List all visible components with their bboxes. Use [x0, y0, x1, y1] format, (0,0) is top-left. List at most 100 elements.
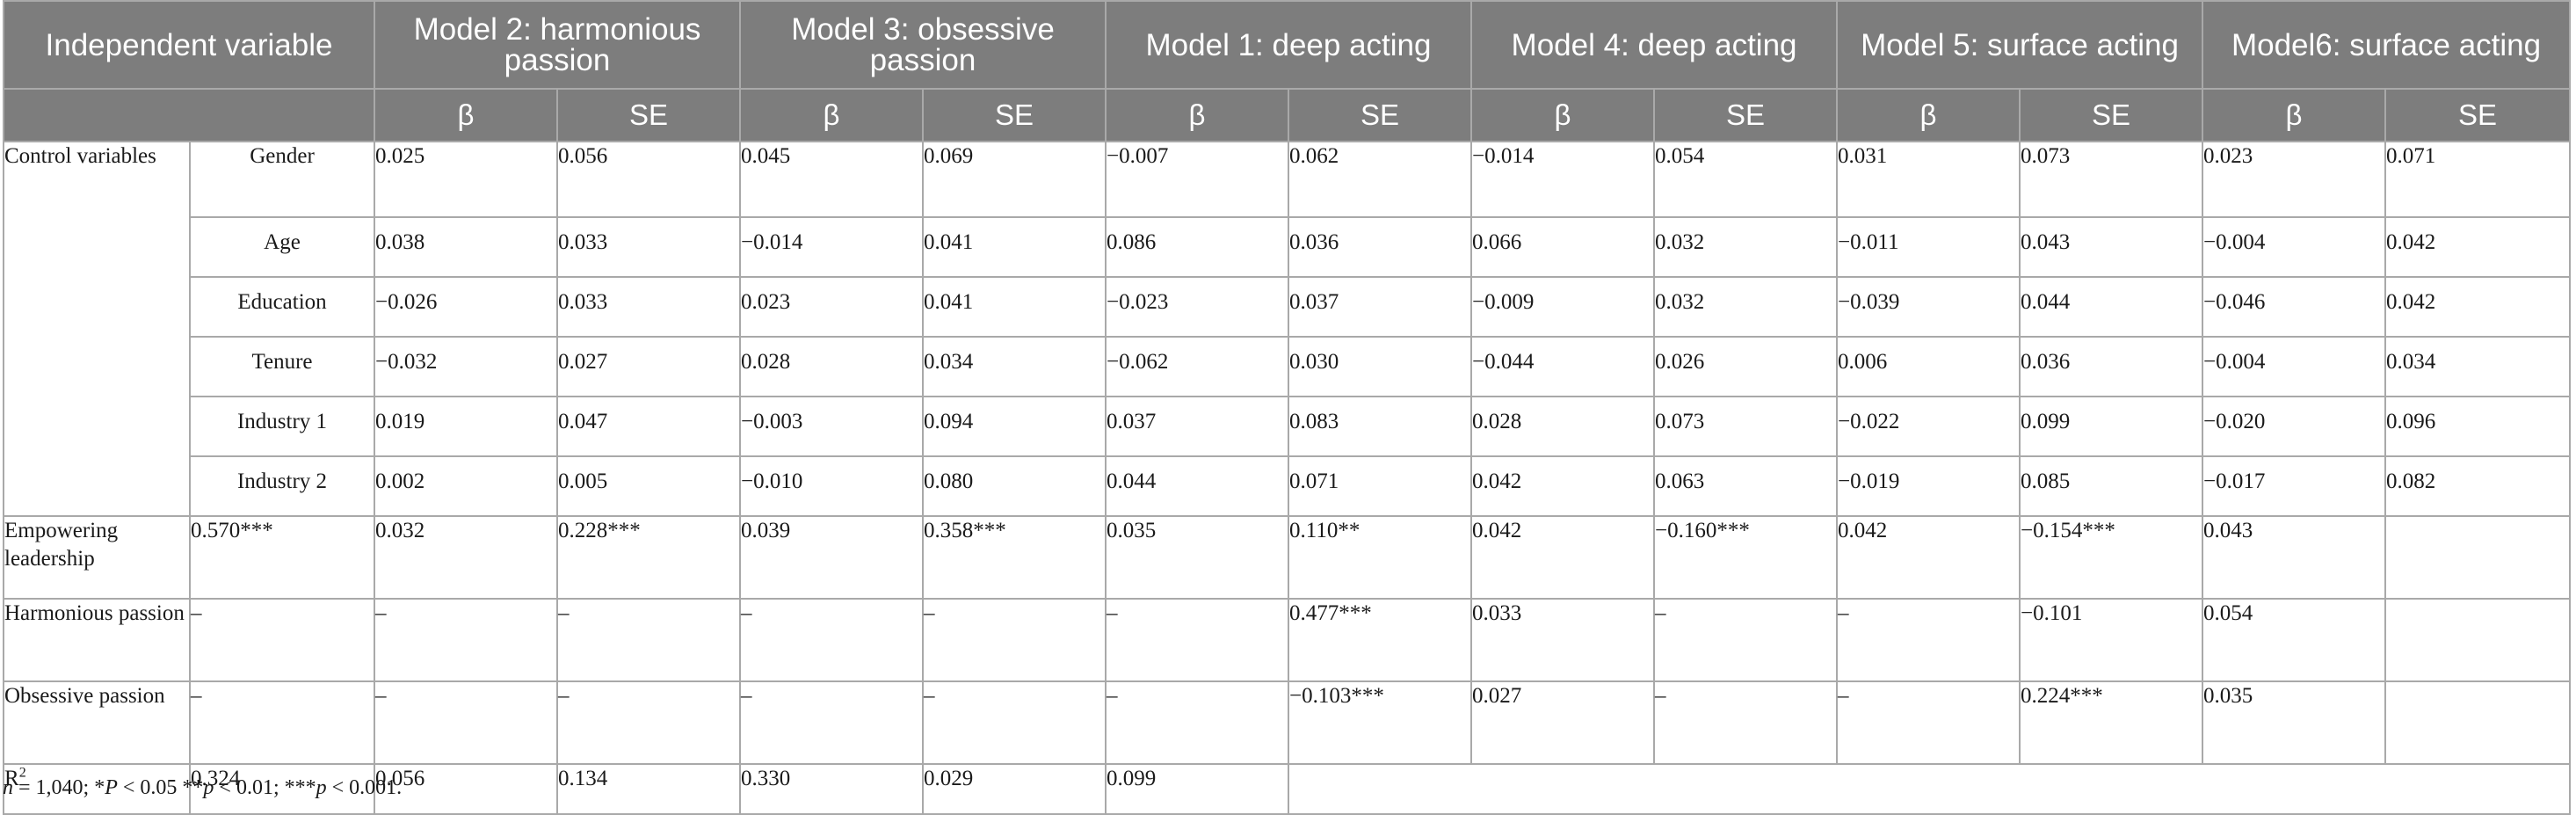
table-cell: 0.037 [1287, 276, 1473, 338]
footnote-p: p [316, 776, 327, 799]
table-cell: 0.228*** [556, 515, 741, 600]
table-cell: 0.063 [1653, 455, 1839, 517]
se-header: SE [556, 88, 741, 142]
table-cell: −0.044 [1470, 336, 1656, 397]
beta-header: β [1470, 88, 1656, 142]
table-cell: – [1836, 598, 2021, 682]
table-cell: 0.028 [1470, 396, 1656, 457]
table-cell: 0.041 [922, 216, 1107, 278]
table-cell: −0.046 [2202, 276, 2387, 338]
table-row: Industry 2 0.002 0.005 −0.010 0.080 0.04… [4, 455, 2572, 517]
table-cell: 0.042 [1470, 455, 1656, 517]
table-row: Obsessive passion – – – – – – −0.103*** … [3, 680, 2572, 765]
table-cell: 0.042 [1836, 515, 2021, 600]
table-cell: 0.032 [1653, 216, 1839, 278]
table-cell: 0.082 [2384, 455, 2572, 517]
row-label: Industry 1 [189, 396, 375, 457]
independent-variable-header: Independent variable [3, 0, 375, 90]
footnote-text: < 0.01; *** [214, 776, 316, 799]
footnote-p: P [105, 776, 118, 799]
footnote-text: < 0.05 ** [117, 776, 204, 799]
table-cell: 0.039 [739, 515, 924, 600]
footnote-p: p [203, 776, 214, 799]
table-cell: 0.054 [2202, 598, 2387, 682]
table-cell: 0.324 [189, 763, 375, 815]
se-header: SE [2384, 88, 2572, 142]
table-cell: 0.031 [1836, 141, 2021, 218]
table-cell: 0.036 [1287, 216, 1473, 278]
row-label: Harmonious passion [3, 598, 191, 682]
table-cell: – [922, 680, 1107, 765]
footnote-text: = 1,040; * [13, 776, 105, 799]
table-cell: – [374, 680, 558, 765]
row-label: Education [189, 276, 375, 338]
se-header: SE [2019, 88, 2204, 142]
table-cell: 0.038 [374, 216, 558, 278]
table-cell: −0.003 [739, 396, 924, 457]
table-cell: −0.017 [2202, 455, 2387, 517]
table-cell: −0.032 [374, 336, 558, 397]
table-cell: 0.477*** [1287, 598, 1473, 682]
table-row: Harmonious passion – – – – – – 0.477*** … [3, 598, 2572, 682]
table-cell: 0.005 [556, 455, 741, 517]
table-cell: −0.039 [1836, 276, 2021, 338]
beta-header: β [1836, 88, 2021, 142]
model-header: Model6: surface acting [2202, 0, 2572, 90]
table-cell-empty [2384, 515, 2572, 600]
table-cell: – [1105, 680, 1289, 765]
control-variables-label: Control variables [3, 141, 191, 517]
table-cell: 0.083 [1287, 396, 1473, 457]
table-cell: – [1653, 680, 1839, 765]
table-cell-empty [1287, 763, 2572, 815]
r-squared-sup: 2 [18, 765, 26, 781]
table-cell: 0.330 [739, 763, 924, 815]
table-cell: 0.029 [922, 763, 1107, 815]
table-cell: 0.027 [556, 336, 741, 397]
table-cell: −0.007 [1105, 141, 1289, 218]
table-cell: 0.033 [1470, 598, 1656, 682]
model-header-row: Independent variable Model 2: harmonious… [3, 0, 2572, 90]
table-cell: 0.030 [1287, 336, 1473, 397]
table-cell: 0.027 [1470, 680, 1656, 765]
table-cell: 0.045 [739, 141, 924, 218]
table-cell: 0.044 [1105, 455, 1289, 517]
table-cell: 0.023 [739, 276, 924, 338]
table-cell: 0.034 [922, 336, 1107, 397]
table-cell: – [374, 598, 558, 682]
table-cell: 0.071 [1287, 455, 1473, 517]
table-cell: 0.099 [2019, 396, 2204, 457]
beta-header: β [1105, 88, 1289, 142]
table-cell: 0.096 [2384, 396, 2572, 457]
table-cell: −0.101 [2019, 598, 2204, 682]
table-cell: 0.033 [556, 216, 741, 278]
table-cell: −0.023 [1105, 276, 1289, 338]
table-cell: 0.032 [374, 515, 558, 600]
table-cell: – [556, 598, 741, 682]
table-cell: 0.047 [556, 396, 741, 457]
table-cell: 0.036 [2019, 336, 2204, 397]
table-cell: 0.042 [2384, 216, 2572, 278]
table-footnote: n = 1,040; *P < 0.05 **p < 0.01; ***p < … [3, 776, 402, 800]
se-header: SE [1287, 88, 1473, 142]
table-cell: −0.011 [1836, 216, 2021, 278]
table-cell: 0.085 [2019, 455, 2204, 517]
table-cell: 0.071 [2384, 141, 2572, 218]
table-cell: −0.062 [1105, 336, 1289, 397]
table-cell: 0.073 [2019, 141, 2204, 218]
table-cell: 0.033 [556, 276, 741, 338]
statistic-header-row: β SE β SE β SE β SE β SE β SE [3, 88, 2572, 142]
r-squared-base: R [4, 767, 19, 790]
se-header: SE [1653, 88, 1839, 142]
table-cell: – [922, 598, 1107, 682]
table-cell: −0.004 [2202, 216, 2387, 278]
table-cell: 0.224*** [2019, 680, 2204, 765]
table-cell: 0.069 [922, 141, 1107, 218]
model-header: Model 1: deep acting [1104, 0, 1473, 90]
row-label: Tenure [189, 336, 375, 397]
table-cell: 0.056 [374, 763, 558, 815]
footnote-text: < 0.001. [326, 776, 403, 799]
table-cell: 0.080 [922, 455, 1107, 517]
table-cell-empty [2384, 680, 2572, 765]
table-cell: 0.041 [922, 276, 1107, 338]
table-cell: −0.019 [1836, 455, 2021, 517]
